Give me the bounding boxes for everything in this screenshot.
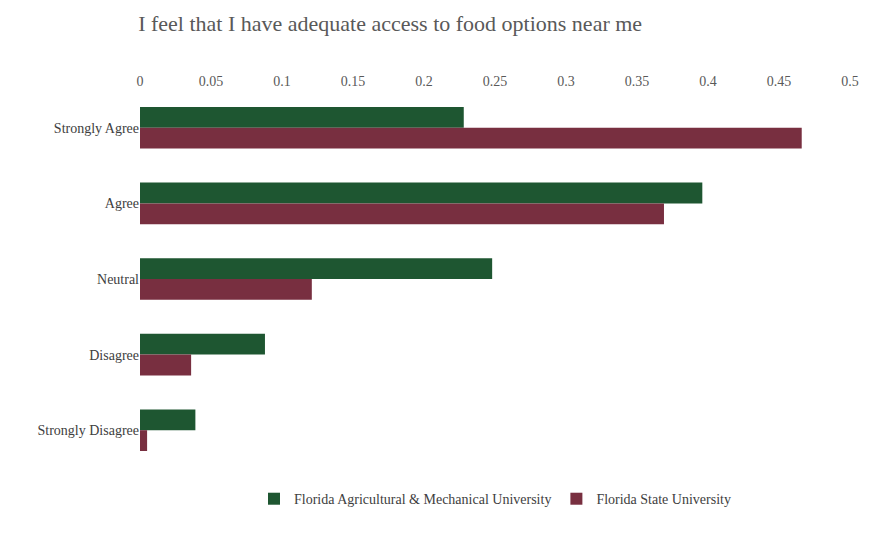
svg-text:0.05: 0.05 — [199, 74, 224, 89]
svg-text:0.5: 0.5 — [841, 74, 859, 89]
svg-text:0: 0 — [137, 74, 144, 89]
svg-text:0.4: 0.4 — [699, 74, 717, 89]
svg-text:0.45: 0.45 — [767, 74, 792, 89]
svg-text:0.3: 0.3 — [557, 74, 575, 89]
svg-text:Neutral: Neutral — [97, 272, 139, 287]
svg-text:Agree: Agree — [105, 196, 139, 211]
svg-text:Disagree: Disagree — [89, 348, 139, 363]
svg-text:0.25: 0.25 — [483, 74, 508, 89]
svg-text:0.35: 0.35 — [625, 74, 650, 89]
svg-text:0.1: 0.1 — [273, 74, 291, 89]
svg-text:Florida Agricultural & Mechani: Florida Agricultural & Mechanical Univer… — [294, 492, 551, 507]
svg-text:I feel that I have adequate ac: I feel that I have adequate access to fo… — [138, 11, 642, 36]
svg-text:Strongly Agree: Strongly Agree — [54, 121, 139, 136]
svg-text:0.15: 0.15 — [341, 74, 366, 89]
svg-text:Strongly Disagree: Strongly Disagree — [38, 423, 139, 438]
svg-text:Florida State University: Florida State University — [596, 492, 731, 507]
svg-text:0.2: 0.2 — [415, 74, 433, 89]
